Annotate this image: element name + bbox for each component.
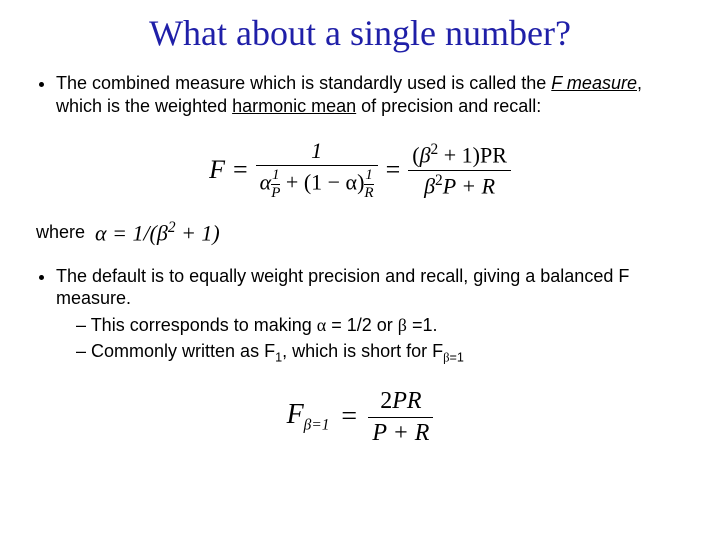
where-formula: α = 1/(β2 + 1) [95,219,220,246]
frac1-num: 1 [307,139,326,163]
f1-subscript: β=1 [304,417,330,434]
frac1-den: α1P + (1 − α)1R [256,168,378,201]
bullet-list-2: The default is to equally weight precisi… [36,265,690,367]
f1-lhs: Fβ=1 [287,399,330,435]
formula-eq1: = [233,155,248,185]
sub1-beta: β [398,315,407,335]
bullet-1-suffix: of precision and recall: [356,96,541,116]
frac2-den: β2P + R [420,173,499,199]
frac2-num: (β2 + 1)PR [408,142,511,168]
where-eq: = 1/( [107,221,157,246]
bullet-2-text: The default is to equally weight precisi… [56,266,629,309]
oneminus: (1 − α) [304,170,365,195]
sfrac-1p-den: P [271,186,280,201]
sfrac-1r: 1R [364,168,373,201]
formula-main: F = 1 α1P + (1 − α)1R = (β2 + 1)PR β2P +… [209,139,511,201]
frac2-den-rest: P + R [443,173,495,198]
bullet-1: The combined measure which is standardly… [56,72,690,117]
beta-sym-1: β [420,142,431,167]
sfrac-1r-num: 1 [365,168,373,183]
bullet-list: The combined measure which is standardly… [36,72,690,117]
formula-main-block: F = 1 α1P + (1 − α)1R = (β2 + 1)PR β2P +… [30,139,690,201]
alpha-sym: α [260,170,272,195]
f1-F: F [287,399,304,430]
formula-f1: Fβ=1 = 2PR P + R [287,388,434,446]
where-rest: + 1) [176,221,220,246]
sfrac-1r-den: R [364,186,373,201]
beta-sym-2: β [424,173,435,198]
sfrac-1p: 1P [271,168,280,201]
sub2-mid: , which is short for F [282,341,443,361]
frac2-num-rest: + 1)PR [438,142,507,167]
formula-lhs: F [209,155,225,185]
sub1-mid: = 1/2 or [326,315,398,335]
formula-eq2: = [386,155,401,185]
where-sup2: 2 [168,219,176,236]
f1-sub-eq1: =1 [311,417,329,434]
sub-bullet-1: This corresponds to making α = 1/2 or β … [76,314,690,337]
formula-frac1: 1 α1P + (1 − α)1R [256,139,378,201]
bullet-2: The default is to equally weight precisi… [56,265,690,367]
sub1-alpha: α [317,315,326,335]
sub1-suffix: =1. [407,315,438,335]
frac2-bar [408,170,511,171]
frac2-open: ( [412,142,419,167]
sub-bullet-list: This corresponds to making α = 1/2 or β … [76,314,690,367]
slide: What about a single number? The combined… [0,0,720,540]
where-beta: β [157,221,168,246]
sfrac-1p-num: 1 [272,168,280,183]
where-line: where α = 1/(β2 + 1) [36,219,690,246]
slide-title: What about a single number? [30,12,690,54]
plus-1: + [280,170,303,195]
where-label: where [36,222,85,243]
f1-eq: = [339,401,358,433]
bullet-1-prefix: The combined measure which is standardly… [56,73,551,93]
sup2-2: 2 [435,172,443,189]
where-alpha: α [95,221,107,246]
sub2-eq1: =1 [450,351,464,365]
sub-bullet-2: Commonly written as F1, which is short f… [76,340,690,366]
f-measure-term: F measure [551,73,637,93]
frac1-bar [256,165,378,166]
sub1-prefix: This corresponds to making [91,315,317,335]
formula-frac2: (β2 + 1)PR β2P + R [408,142,511,198]
sub2-prefix: Commonly written as F [91,341,275,361]
harmonic-mean-term: harmonic mean [232,96,356,116]
f1-frac: 2PR P + R [368,388,433,446]
formula-f1-block: Fβ=1 = 2PR P + R [30,388,690,446]
f1-bar [368,417,433,418]
f1-num: 2PR [376,388,425,414]
f1-den: P + R [368,420,433,446]
sub2-subscript: β=1 [443,351,464,365]
